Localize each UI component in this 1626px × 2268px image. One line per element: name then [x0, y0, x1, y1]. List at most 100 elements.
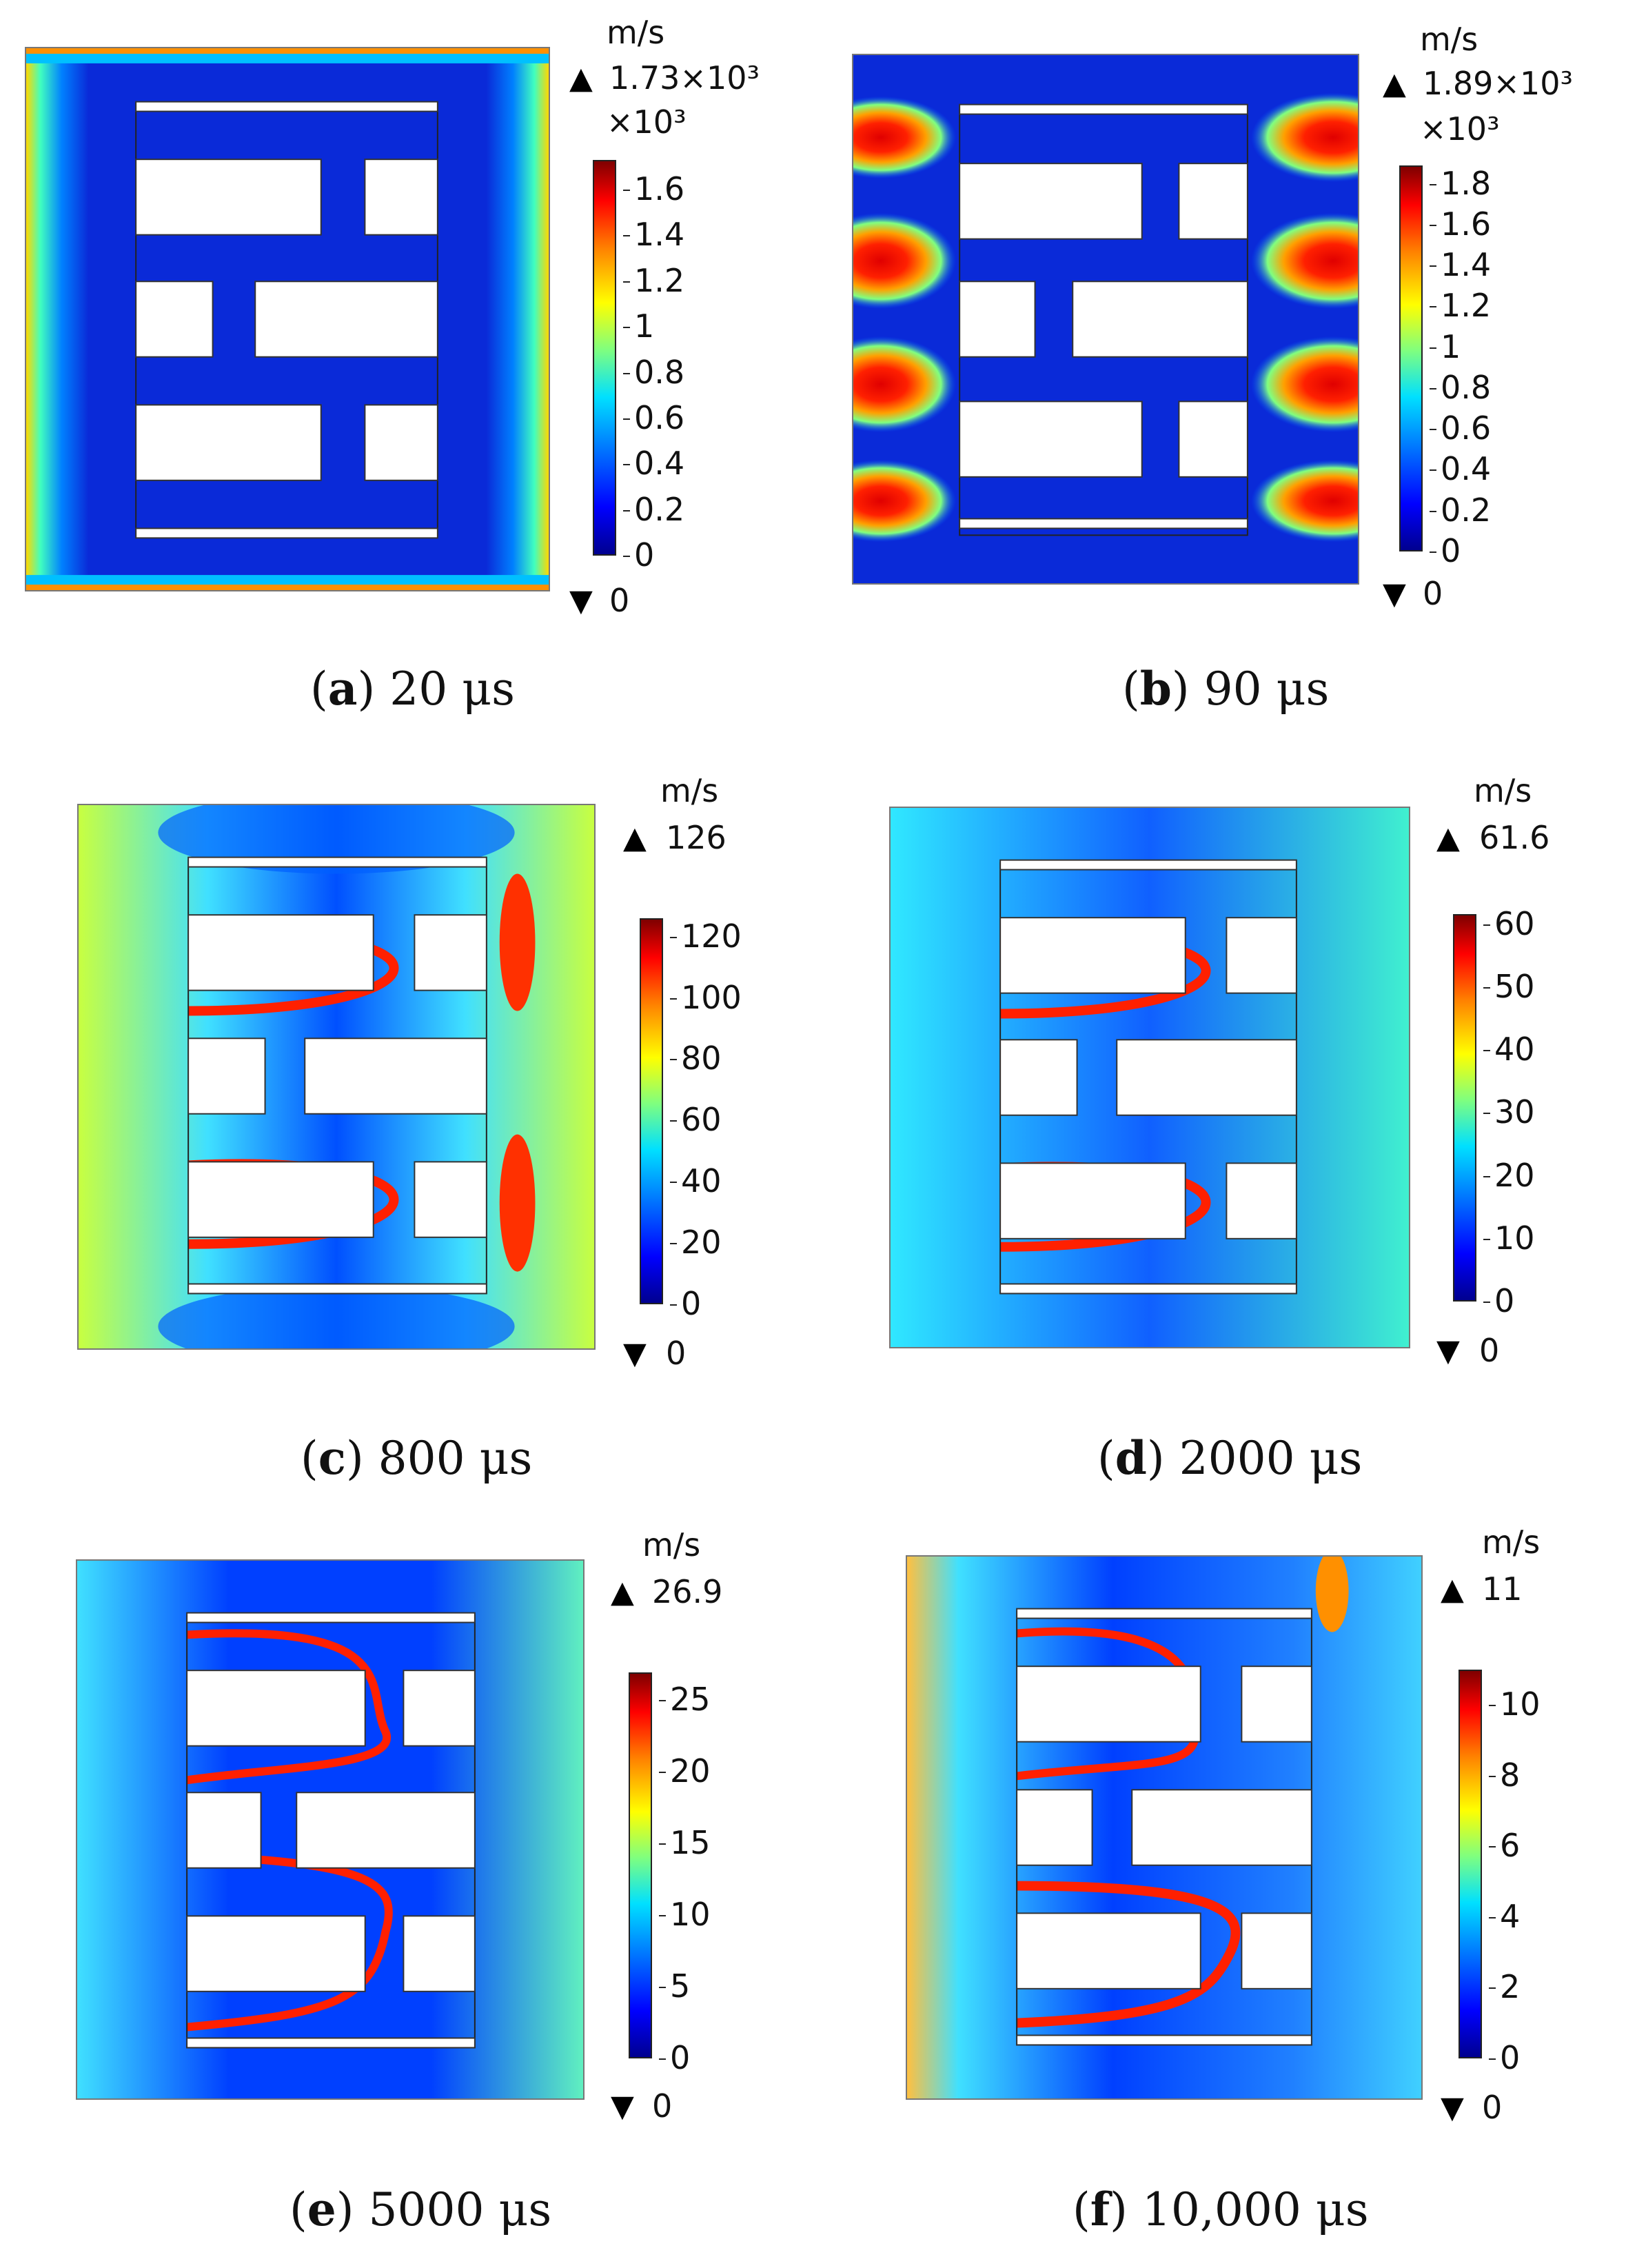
colorbar-tick-label: 0.6 — [1441, 409, 1492, 447]
colorbar-tick-label: 0.4 — [634, 445, 685, 483]
colorbar-tick-mark — [1489, 1705, 1496, 1707]
colorbar-tick-label: 0.2 — [1441, 491, 1492, 529]
multiplier-a: ×10³ — [607, 103, 687, 141]
colorbar-tick-label: 1 — [1441, 327, 1461, 365]
colorbar-tick-mark — [623, 372, 630, 374]
colorbar-tick-mark — [1483, 986, 1490, 989]
colorbar-tick-mark — [659, 1986, 666, 1988]
colorbar-tick-label: 2 — [1500, 1968, 1521, 2006]
min-triangle-icon: ▼ — [1436, 1333, 1460, 1368]
colorbar-d — [1453, 914, 1476, 1302]
colorbar-tick-label: 0 — [670, 2039, 691, 2076]
colorbar-tick-label: 20 — [681, 1224, 722, 1262]
colorbar-tick-label: 0.8 — [634, 353, 685, 391]
caption-d: (d) 2000 μs — [1097, 1431, 1363, 1485]
colorbar-tick-mark — [623, 464, 630, 466]
caption-b: (b) 90 μs — [1122, 662, 1330, 716]
colorbar-tick-mark — [1483, 1238, 1490, 1240]
velocity-plot-f — [906, 1555, 1423, 2100]
colorbar-tick-label: 0.8 — [1441, 368, 1492, 406]
min-value-e: 0 — [652, 2087, 673, 2125]
max-value-f: 11 — [1482, 1570, 1523, 1608]
colorbar-tick-label: 0 — [681, 1285, 702, 1322]
colorbar-tick-label: 0.6 — [634, 398, 685, 436]
max-triangle-icon: ▲ — [1383, 66, 1406, 101]
max-value-c: 126 — [666, 819, 726, 856]
colorbar-tick-mark — [1489, 2058, 1496, 2060]
colorbar-tick-mark — [623, 509, 630, 512]
colorbar-tick-label: 15 — [670, 1823, 711, 1861]
colorbar-tick-label: 1.4 — [1441, 246, 1492, 284]
panel-d: m/s ▲ 61.6 ▼ 0 60 50 40 30 20 10 0 — [813, 772, 1620, 1517]
colorbar-tick-label: 0.4 — [1441, 450, 1492, 488]
colorbar-tick-mark — [1483, 1175, 1490, 1177]
color-unit-e: m/s — [642, 1526, 701, 1563]
caption-f: (f) 10,000 μs — [1073, 2183, 1369, 2236]
colorbar-tick-label: 6 — [1500, 1827, 1521, 1865]
colorbar-tick-mark — [623, 235, 630, 237]
colorbar-tick-mark — [670, 936, 677, 938]
colorbar-tick-mark — [1430, 306, 1436, 308]
colorbar-tick-label: 1.6 — [1441, 205, 1492, 243]
colorbar-tick-label: 20 — [1494, 1156, 1535, 1194]
colorbar-tick-mark — [1489, 1916, 1496, 1918]
velocity-plot-c — [77, 804, 596, 1350]
min-triangle-icon: ▼ — [1383, 576, 1406, 611]
colorbar-tick-mark — [1483, 1302, 1490, 1303]
caption-a: (a) 20 μs — [310, 662, 515, 716]
color-unit-c: m/s — [660, 772, 719, 809]
colorbar-tick-mark — [1430, 265, 1436, 267]
colorbar-tick-mark — [1430, 183, 1436, 185]
colorbar-c — [640, 918, 663, 1304]
min-triangle-icon: ▼ — [569, 583, 593, 618]
colorbar-tick-mark — [623, 418, 630, 420]
colorbar-tick-label: 0 — [1441, 532, 1461, 569]
colorbar-tick-label: 1.6 — [634, 170, 685, 208]
colorbar-tick-label: 0 — [1500, 2039, 1521, 2076]
colorbar-tick-label: 120 — [681, 917, 742, 955]
colorbar-tick-label: 0 — [1494, 1282, 1515, 1319]
caption-e: (e) 5000 μs — [289, 2183, 552, 2236]
min-value-a: 0 — [609, 582, 630, 619]
colorbar-tick-mark — [1430, 469, 1436, 472]
colorbar-tick-mark — [670, 1243, 677, 1245]
colorbar-tick-mark — [1483, 924, 1490, 926]
colorbar-tick-label: 30 — [1494, 1093, 1535, 1131]
colorbar-e — [629, 1672, 652, 2058]
min-triangle-icon: ▼ — [623, 1336, 647, 1371]
colorbar-tick-mark — [1430, 387, 1436, 389]
colorbar-a — [593, 160, 616, 556]
max-triangle-icon: ▲ — [569, 61, 593, 96]
colorbar-tick-mark — [670, 1182, 677, 1184]
colorbar-tick-mark — [1489, 1987, 1496, 1989]
max-triangle-icon: ▲ — [1441, 1572, 1464, 1607]
colorbar-tick-label: 80 — [681, 1040, 722, 1077]
caption-c: (c) 800 μs — [301, 1431, 533, 1485]
min-triangle-icon: ▼ — [611, 2089, 634, 2124]
min-triangle-icon: ▼ — [1441, 2090, 1464, 2125]
max-value-a: 1.73×10³ — [609, 59, 760, 97]
color-unit-f: m/s — [1482, 1523, 1541, 1561]
colorbar-tick-label: 20 — [670, 1752, 711, 1790]
colorbar-tick-label: 0.2 — [634, 490, 685, 528]
colorbar-tick-label: 60 — [1494, 904, 1535, 942]
max-value-e: 26.9 — [652, 1573, 723, 1610]
colorbar-tick-label: 5 — [670, 1967, 691, 2005]
colorbar-tick-mark — [670, 1304, 677, 1306]
min-value-b: 0 — [1423, 575, 1443, 612]
min-value-c: 0 — [666, 1335, 687, 1372]
colorbar-tick-label: 10 — [1500, 1685, 1541, 1723]
max-value-d: 61.6 — [1479, 819, 1550, 856]
panel-a: m/s ▲ 1.73×10³ ×10³ ▼ 0 1.6 1.4 1.2 1 0.8 0.6… — [0, 0, 806, 745]
colorbar-f — [1459, 1670, 1482, 2058]
colorbar-tick-label: 1.8 — [1441, 164, 1492, 202]
colorbar-tick-mark — [1483, 1050, 1490, 1052]
colorbar-tick-label: 100 — [681, 978, 742, 1016]
color-unit-d: m/s — [1474, 772, 1532, 809]
colorbar-tick-mark — [1430, 429, 1436, 431]
colorbar-tick-mark — [659, 1914, 666, 1916]
panel-b: m/s ▲ 1.89×10³ ×10³ ▼ 0 1.8 1.6 1.4 1.2 1 0.8… — [813, 0, 1620, 745]
colorbar-tick-mark — [1430, 510, 1436, 512]
panel-c: m/s ▲ 126 ▼ 0 120 100 80 60 40 20 0 — [0, 772, 806, 1517]
colorbar-tick-mark — [659, 1843, 666, 1845]
